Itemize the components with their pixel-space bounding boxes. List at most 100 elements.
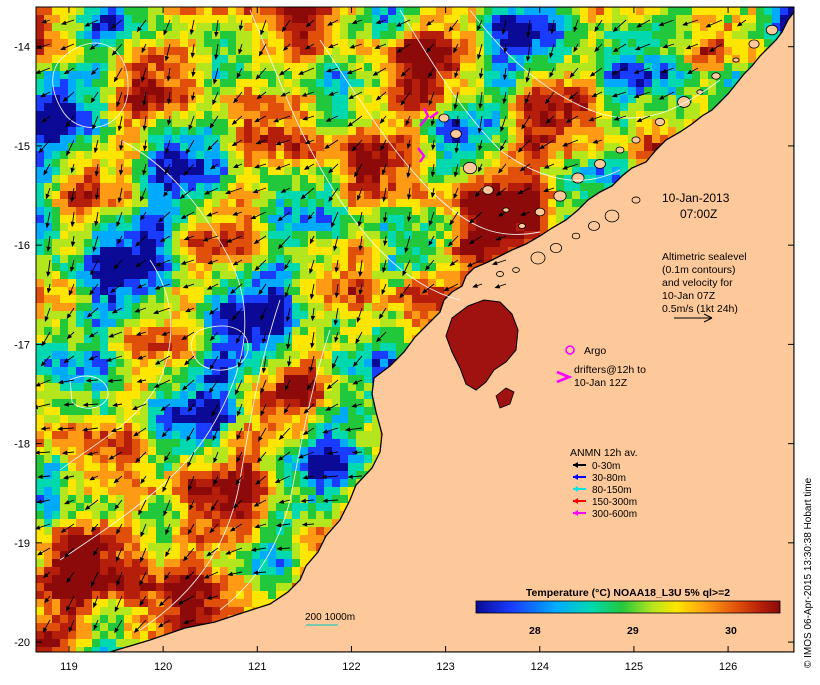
sst-pixel — [300, 39, 308, 47]
sst-pixel — [124, 327, 132, 335]
sst-pixel — [292, 423, 300, 431]
sst-pixel — [348, 87, 356, 95]
sst-pixel — [468, 87, 476, 95]
sst-pixel — [100, 95, 108, 103]
sst-pixel — [44, 31, 52, 39]
sst-pixel — [420, 135, 428, 143]
sst-pixel — [660, 111, 668, 119]
sst-pixel — [308, 151, 316, 159]
sst-pixel — [268, 15, 276, 23]
sst-pixel — [628, 55, 636, 63]
sst-pixel — [492, 79, 500, 87]
sst-pixel — [388, 223, 396, 231]
sst-pixel — [68, 359, 76, 367]
sst-pixel — [116, 151, 124, 159]
sst-pixel — [276, 207, 284, 215]
sst-pixel — [532, 95, 540, 103]
sst-pixel — [188, 79, 196, 87]
sst-pixel — [324, 343, 332, 351]
sst-pixel — [452, 223, 460, 231]
sst-pixel — [476, 39, 484, 47]
sst-pixel — [276, 263, 284, 271]
sst-pixel — [340, 351, 348, 359]
sst-pixel — [556, 127, 564, 135]
sst-pixel — [596, 127, 604, 135]
sst-pixel — [148, 311, 156, 319]
sst-pixel — [316, 183, 324, 191]
sst-pixel — [52, 263, 60, 271]
sst-pixel — [140, 111, 148, 119]
sst-pixel — [364, 215, 372, 223]
sst-pixel — [76, 231, 84, 239]
sst-pixel — [444, 79, 452, 87]
sst-pixel — [148, 255, 156, 263]
sst-pixel — [84, 63, 92, 71]
sst-pixel — [308, 351, 316, 359]
sst-pixel — [564, 79, 572, 87]
sst-pixel — [308, 135, 316, 143]
sst-pixel — [204, 343, 212, 351]
sst-pixel — [380, 351, 388, 359]
sst-pixel — [404, 255, 412, 263]
sst-pixel — [540, 23, 548, 31]
sst-pixel — [60, 239, 68, 247]
sst-pixel — [284, 31, 292, 39]
sst-pixel — [60, 119, 68, 127]
sst-pixel — [244, 55, 252, 63]
sst-pixel — [444, 247, 452, 255]
sst-pixel — [252, 399, 260, 407]
sst-pixel — [148, 327, 156, 335]
sst-pixel — [180, 263, 188, 271]
sst-pixel — [196, 199, 204, 207]
sst-pixel — [732, 47, 740, 55]
sst-pixel — [404, 39, 412, 47]
sst-pixel — [188, 183, 196, 191]
sst-pixel — [540, 183, 548, 191]
sst-pixel — [100, 47, 108, 55]
sst-pixel — [404, 135, 412, 143]
sst-pixel — [412, 319, 420, 327]
sst-pixel — [348, 15, 356, 23]
sst-pixel — [356, 295, 364, 303]
sst-pixel — [84, 319, 92, 327]
sst-pixel — [324, 335, 332, 343]
sst-pixel — [420, 167, 428, 175]
sst-pixel — [364, 63, 372, 71]
sst-pixel — [348, 7, 356, 15]
sst-pixel — [692, 103, 700, 111]
sst-pixel — [68, 31, 76, 39]
sst-pixel — [84, 135, 92, 143]
sst-pixel — [148, 335, 156, 343]
sst-pixel — [340, 39, 348, 47]
sst-pixel — [292, 111, 300, 119]
sst-pixel — [332, 199, 340, 207]
sst-pixel — [36, 159, 44, 167]
sst-pixel — [220, 175, 228, 183]
sst-pixel — [372, 423, 380, 431]
sst-pixel — [44, 103, 52, 111]
sst-pixel — [476, 247, 484, 255]
sst-pixel — [460, 135, 468, 143]
sst-pixel — [300, 279, 308, 287]
sst-pixel — [316, 31, 324, 39]
sst-pixel — [676, 119, 684, 127]
sst-pixel — [100, 319, 108, 327]
sst-pixel — [364, 287, 372, 295]
sst-pixel — [324, 7, 332, 15]
sst-pixel — [292, 263, 300, 271]
sst-pixel — [44, 215, 52, 223]
sst-pixel — [724, 31, 732, 39]
sst-pixel — [100, 359, 108, 367]
sst-pixel — [196, 15, 204, 23]
sst-pixel — [684, 15, 692, 23]
sst-pixel — [228, 119, 236, 127]
sst-pixel — [436, 159, 444, 167]
sst-pixel — [204, 159, 212, 167]
sst-pixel — [524, 63, 532, 71]
sst-pixel — [68, 415, 76, 423]
sst-pixel — [444, 271, 452, 279]
sst-pixel — [252, 175, 260, 183]
sst-pixel — [588, 23, 596, 31]
sst-pixel — [84, 207, 92, 215]
sst-pixel — [36, 263, 44, 271]
